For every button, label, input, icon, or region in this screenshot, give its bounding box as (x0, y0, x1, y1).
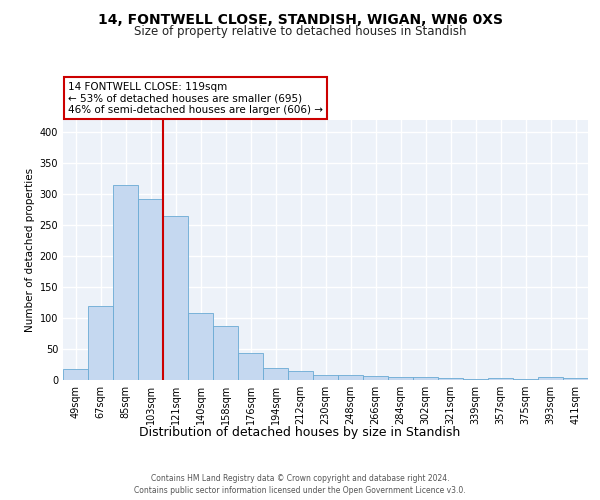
Bar (488, 378, 513, 380)
Bar (213, 326, 238, 380)
Bar (263, 368, 288, 380)
Bar (163, 216, 188, 380)
Bar (188, 312, 213, 380)
Bar (363, 376, 388, 380)
Bar (463, 379, 488, 380)
Y-axis label: Number of detached properties: Number of detached properties (25, 168, 35, 332)
Bar (88, 306, 113, 380)
Bar (63, 369, 88, 380)
Bar (238, 353, 263, 380)
Bar (288, 370, 313, 380)
Bar (563, 378, 588, 380)
Bar (388, 377, 413, 380)
Bar (438, 378, 463, 380)
Bar (338, 375, 363, 380)
Bar (413, 377, 438, 380)
Text: Size of property relative to detached houses in Standish: Size of property relative to detached ho… (134, 25, 466, 38)
Text: Contains HM Land Registry data © Crown copyright and database right 2024.
Contai: Contains HM Land Registry data © Crown c… (134, 474, 466, 495)
Bar (513, 379, 538, 380)
Bar (113, 185, 138, 380)
Bar (138, 198, 163, 380)
Text: 14 FONTWELL CLOSE: 119sqm
← 53% of detached houses are smaller (695)
46% of semi: 14 FONTWELL CLOSE: 119sqm ← 53% of detac… (68, 82, 323, 115)
Bar (313, 375, 338, 380)
Text: Distribution of detached houses by size in Standish: Distribution of detached houses by size … (139, 426, 461, 439)
Text: 14, FONTWELL CLOSE, STANDISH, WIGAN, WN6 0XS: 14, FONTWELL CLOSE, STANDISH, WIGAN, WN6… (97, 12, 503, 26)
Bar (538, 377, 563, 380)
